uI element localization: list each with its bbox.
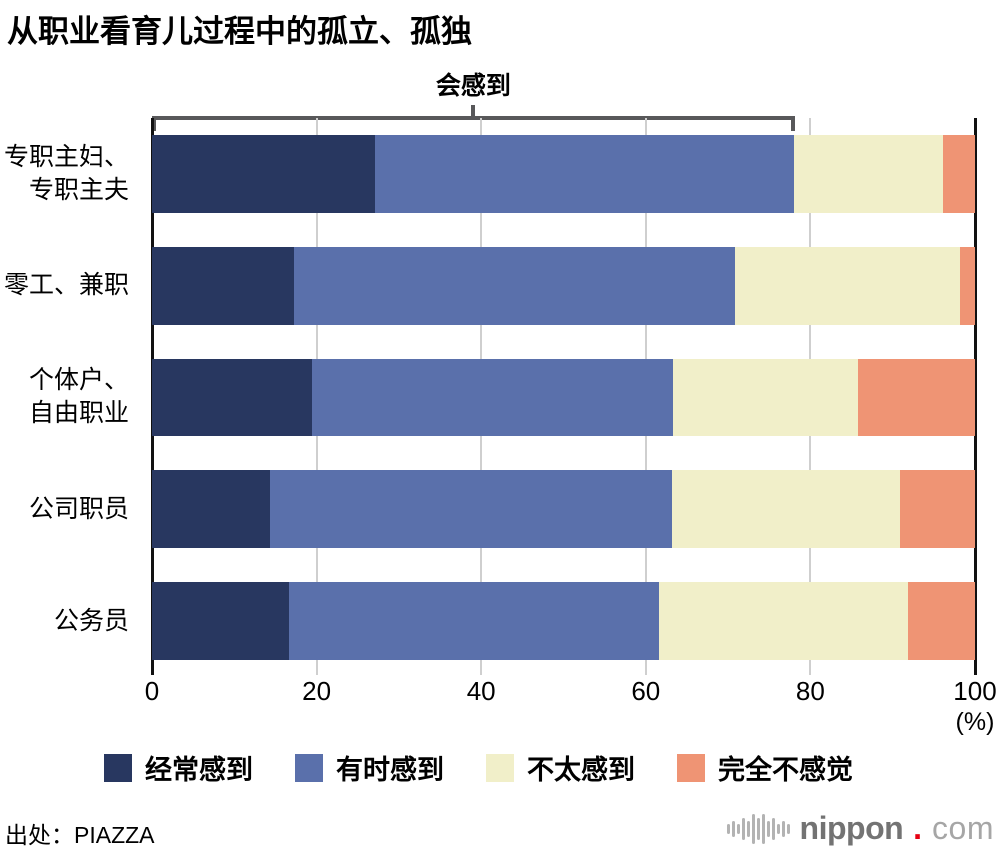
legend-color-swatch (677, 753, 705, 782)
bar-segment (900, 470, 975, 549)
legend-label: 完全不感觉 (718, 755, 853, 785)
category-label-line: 公务员 (53, 606, 129, 635)
bar-row (152, 470, 975, 549)
x-tick-label-0: 0 (144, 676, 160, 706)
axis-unit-label: (%) (955, 708, 995, 736)
soundwave-bar (746, 820, 750, 837)
category-label-line: 专职主妇、 (3, 142, 129, 171)
x-tick-label-80: 80 (795, 676, 825, 706)
bar-row (152, 246, 975, 325)
bar-segment (858, 358, 975, 437)
bracket-annotation-label: 会感到 (435, 72, 511, 100)
soundwave-bar (741, 817, 745, 840)
soundwave-bar (766, 820, 770, 837)
x-tick-label-20: 20 (302, 676, 332, 706)
legend-item: 不太感到 (486, 748, 635, 787)
bar-row (152, 358, 975, 437)
soundwave-icon (726, 811, 790, 847)
soundwave-bar (736, 823, 740, 834)
category-label: 个体户、 自由职业 (0, 359, 140, 437)
bar-segment (734, 246, 961, 325)
category-label: 公务员 (0, 582, 140, 660)
bar-segment (672, 358, 859, 437)
soundwave-bar (786, 823, 790, 834)
legend-item: 完全不感觉 (677, 748, 853, 787)
legend-item: 有时感到 (295, 748, 444, 787)
legend: 经常感到 有时感到 不太感到 完全不感觉 (104, 748, 853, 787)
soundwave-bar (731, 820, 735, 837)
bar-segment (289, 582, 659, 660)
legend-label: 不太感到 (527, 755, 635, 785)
bar-segment (793, 135, 943, 213)
legend-color-swatch (104, 753, 132, 782)
category-label-line: 零工、兼职 (3, 271, 129, 300)
bars-layer (152, 118, 975, 660)
soundwave-bar (756, 817, 760, 840)
axis-line-100 (974, 118, 977, 675)
bar-segment (672, 470, 901, 549)
bar-segment (658, 582, 909, 660)
bar-row (152, 582, 975, 660)
bar-segment (152, 246, 295, 325)
chart-title: 从职业看育儿过程中的孤立、孤独 (7, 14, 472, 49)
bar-segment (908, 582, 975, 660)
category-label: 公司职员 (0, 470, 140, 548)
bar-segment (311, 358, 673, 437)
logo-dot: . (913, 810, 923, 846)
soundwave-bar (751, 813, 755, 844)
legend-label: 经常感到 (145, 755, 253, 785)
soundwave-bar (726, 823, 730, 834)
bar-segment (269, 470, 673, 549)
plot-area (151, 118, 977, 675)
logo-tld-text: com (932, 810, 994, 846)
legend-color-swatch (295, 753, 323, 782)
bar-segment (294, 246, 735, 325)
x-tick-label-100: 100 (953, 676, 997, 706)
bar-segment (152, 582, 290, 660)
category-label-line: 自由职业 (28, 399, 129, 428)
category-label-line: 公司职员 (28, 494, 129, 523)
bar-segment (942, 135, 975, 213)
soundwave-bar (781, 820, 785, 837)
x-tick-label-60: 60 (631, 676, 661, 706)
category-label: 零工、兼职 (0, 247, 140, 325)
bar-segment (152, 358, 312, 437)
bar-segment (152, 470, 270, 549)
y-axis-labels: 专职主妇、专职主夫零工、兼职个体户、自由职业公司职员公务员 (0, 118, 140, 660)
category-label-line: 个体户、 (28, 366, 129, 395)
category-label: 专职主妇、专职主夫 (0, 135, 140, 213)
bar-segment (375, 135, 794, 213)
bar-segment (152, 135, 376, 213)
x-tick-label-40: 40 (466, 676, 496, 706)
soundwave-bar (771, 817, 775, 840)
legend-color-swatch (486, 753, 514, 782)
soundwave-bar (761, 813, 765, 844)
bar-row (152, 135, 975, 213)
source-label: 出处：PIAZZA (5, 822, 155, 848)
bar-segment (960, 246, 975, 325)
logo-brand-text: nippon (799, 810, 904, 846)
bracket-stem (471, 105, 476, 120)
category-label-line: 专职主夫 (28, 175, 129, 204)
nippon-logo: nippon. com (726, 810, 994, 847)
legend-item: 经常感到 (104, 748, 253, 787)
soundwave-bar (776, 823, 780, 834)
legend-label: 有时感到 (336, 755, 444, 785)
